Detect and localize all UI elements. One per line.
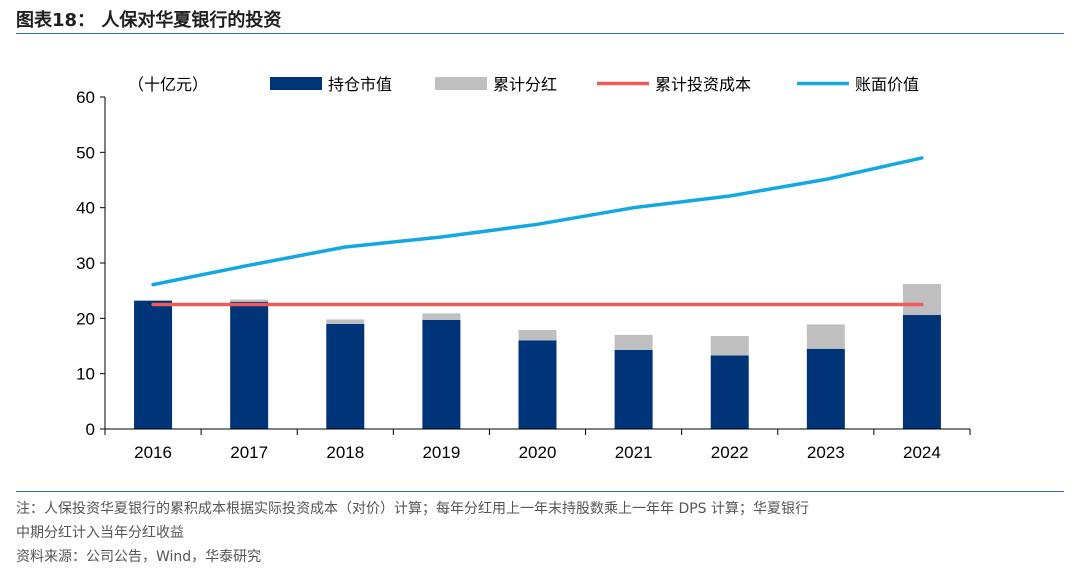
legend-swatch (435, 77, 487, 90)
bar-dividends-2017 (230, 299, 269, 302)
footnote-line-2: 中期分红计入当年分红收益 (16, 525, 184, 541)
bar-dividends-2023 (806, 324, 845, 349)
y-tick-label: 50 (76, 143, 95, 162)
chart: 0 10 20 30 40 50 60 2016 2017 2018 2019 2020 2021 202… (76, 75, 971, 462)
x-tick-label: 2023 (807, 443, 845, 462)
unit-label: （十亿元） (128, 75, 208, 94)
bar-dividends-2024 (902, 284, 941, 316)
title-divider (16, 33, 1064, 34)
x-tick-label: 2021 (615, 443, 653, 462)
bar-market-value-2017 (230, 301, 269, 429)
footnote: 注：人保投资华夏银行的累积成本根据实际投资成本（对价）计算；每年分红用上一年末持… (16, 497, 1066, 545)
bar-market-value-2024 (902, 315, 941, 429)
y-tick-label: 20 (76, 309, 95, 328)
x-tick-label: 2024 (903, 443, 941, 462)
legend-label: 账面价值 (855, 75, 919, 94)
footnote-line-1: 注：人保投资华夏银行的累积成本根据实际投资成本（对价）计算；每年分红用上一年末持… (16, 501, 810, 517)
bars-layer (134, 284, 941, 429)
legend-swatch (270, 77, 322, 90)
bar-market-value-2020 (518, 340, 557, 429)
legend-label: 持仓市值 (328, 75, 392, 94)
legend: （十亿元） 持仓市值 累计分红 累计投资成本 账面价值 (128, 75, 919, 94)
bar-dividends-2022 (710, 336, 749, 356)
lines-layer (151, 156, 924, 307)
bar-dividends-2020 (518, 329, 557, 341)
footnote-divider (16, 491, 1064, 492)
bar-dividends-2018 (326, 319, 365, 324)
bar-dividends-2021 (614, 334, 653, 350)
bar-market-value-2016 (134, 300, 173, 429)
x-tick-label: 2022 (711, 443, 749, 462)
y-tick-label: 10 (76, 365, 95, 384)
y-tick-label: 40 (76, 199, 95, 218)
y-tick-label: 0 (86, 420, 95, 439)
legend-label: 累计投资成本 (655, 75, 751, 94)
x-tick-label: 2017 (230, 443, 268, 462)
bar-dividends-2019 (422, 313, 461, 320)
figure-title: 图表18： 人保对华夏银行的投资 (16, 10, 282, 31)
x-tick-label: 2016 (134, 443, 172, 462)
bar-market-value-2021 (614, 349, 653, 429)
y-tick-label: 60 (76, 88, 95, 107)
x-tick-label: 2019 (422, 443, 460, 462)
source-note: 资料来源：公司公告，Wind，华泰研究 (16, 549, 262, 565)
bar-market-value-2022 (710, 355, 749, 429)
bar-market-value-2019 (422, 319, 461, 429)
x-tick-label: 2018 (326, 443, 364, 462)
bar-market-value-2018 (326, 323, 365, 429)
legend-label: 累计分红 (493, 75, 557, 94)
y-tick-label: 30 (76, 254, 95, 273)
series-line-book-value (151, 156, 924, 287)
bar-market-value-2023 (806, 348, 845, 429)
x-tick-label: 2020 (519, 443, 557, 462)
axes-layer: 0 10 20 30 40 50 60 2016 2017 2018 2019 2020 2021 202… (76, 88, 971, 462)
